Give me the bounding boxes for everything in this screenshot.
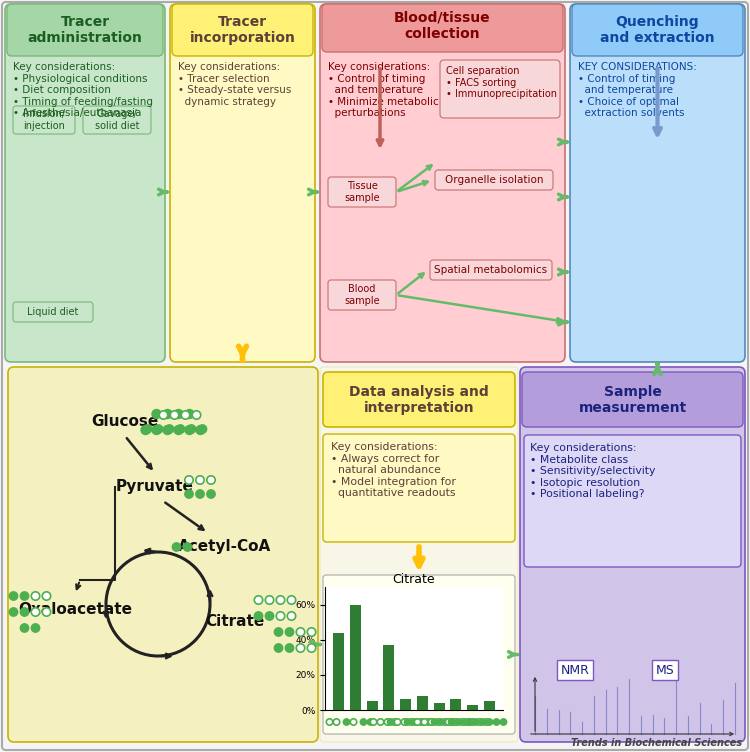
FancyBboxPatch shape [7,4,163,56]
FancyBboxPatch shape [172,4,313,56]
Circle shape [387,719,394,725]
Circle shape [20,592,28,600]
Circle shape [476,719,483,725]
Circle shape [196,490,204,498]
Text: Trends in Biochemical Sciences: Trends in Biochemical Sciences [571,738,742,748]
Circle shape [333,719,340,725]
Circle shape [344,719,350,725]
Text: Spatial metabolomics: Spatial metabolomics [434,265,548,275]
Circle shape [404,719,411,725]
Circle shape [360,719,367,725]
Circle shape [394,719,400,725]
Circle shape [500,719,507,725]
Circle shape [192,411,201,419]
FancyBboxPatch shape [322,4,563,52]
Circle shape [170,411,178,419]
Circle shape [20,608,28,616]
Text: Citrate: Citrate [206,614,265,629]
Text: Blood
sample: Blood sample [344,284,380,306]
Circle shape [254,612,262,620]
FancyBboxPatch shape [323,372,515,427]
FancyBboxPatch shape [5,4,165,362]
Text: Pyruvate: Pyruvate [116,480,194,495]
Circle shape [185,410,194,419]
FancyBboxPatch shape [328,280,396,310]
Circle shape [494,719,500,725]
Circle shape [32,608,40,616]
Circle shape [172,543,181,551]
Circle shape [185,426,194,435]
Circle shape [154,425,163,433]
Circle shape [285,644,294,652]
Text: Tracer
incorporation: Tracer incorporation [190,15,296,45]
Circle shape [466,719,472,725]
Circle shape [384,719,391,725]
FancyBboxPatch shape [8,367,318,742]
Circle shape [188,425,196,433]
Circle shape [9,608,18,616]
FancyBboxPatch shape [520,367,745,742]
Circle shape [9,592,18,600]
Circle shape [479,719,486,725]
FancyBboxPatch shape [323,434,515,542]
Circle shape [174,426,183,435]
Circle shape [462,719,469,725]
Circle shape [254,596,262,604]
FancyBboxPatch shape [320,4,565,362]
FancyBboxPatch shape [13,302,93,322]
Circle shape [455,719,462,725]
Circle shape [465,719,472,725]
Circle shape [486,719,493,725]
Circle shape [183,543,192,551]
Circle shape [20,624,28,632]
Circle shape [449,719,456,725]
Circle shape [266,612,274,620]
Text: Tracer
administration: Tracer administration [28,15,142,45]
FancyBboxPatch shape [440,60,560,118]
Circle shape [143,425,152,433]
Circle shape [266,596,274,604]
Circle shape [470,719,476,725]
Text: Key considerations:
• Control of timing
  and temperature
• Minimize metabolic
 : Key considerations: • Control of timing … [328,62,439,118]
Text: MS: MS [656,663,674,677]
Circle shape [141,426,150,435]
Circle shape [411,719,418,725]
Circle shape [274,628,283,636]
FancyBboxPatch shape [170,4,315,362]
Circle shape [370,719,376,725]
FancyBboxPatch shape [572,4,743,56]
Circle shape [184,490,194,498]
Text: Sample
measurement: Sample measurement [578,385,687,415]
Text: Key considerations:
• Tracer selection
• Steady-state versus
  dynamic strategy: Key considerations: • Tracer selection •… [178,62,291,107]
FancyBboxPatch shape [522,372,743,427]
Text: NMR: NMR [560,663,590,677]
Circle shape [350,719,357,725]
Circle shape [422,719,428,725]
Circle shape [483,719,490,725]
Circle shape [308,628,316,636]
Circle shape [276,612,285,620]
FancyBboxPatch shape [323,575,515,734]
FancyBboxPatch shape [320,367,518,742]
Circle shape [296,644,304,652]
Circle shape [326,719,333,725]
Circle shape [287,612,296,620]
Circle shape [196,426,205,435]
Text: Oxaloacetate: Oxaloacetate [18,602,132,617]
Circle shape [414,719,421,725]
Circle shape [408,719,415,725]
Text: Acetyl-CoA: Acetyl-CoA [178,539,272,554]
Circle shape [176,425,184,433]
Circle shape [428,719,435,725]
Text: Liquid diet: Liquid diet [27,307,79,317]
FancyBboxPatch shape [328,177,396,207]
Circle shape [392,719,398,725]
Circle shape [174,410,183,419]
Circle shape [152,410,161,419]
Text: Data analysis and
interpretation: Data analysis and interpretation [349,385,489,415]
Circle shape [401,719,408,725]
FancyBboxPatch shape [435,170,553,190]
Circle shape [425,719,432,725]
Circle shape [442,719,448,725]
